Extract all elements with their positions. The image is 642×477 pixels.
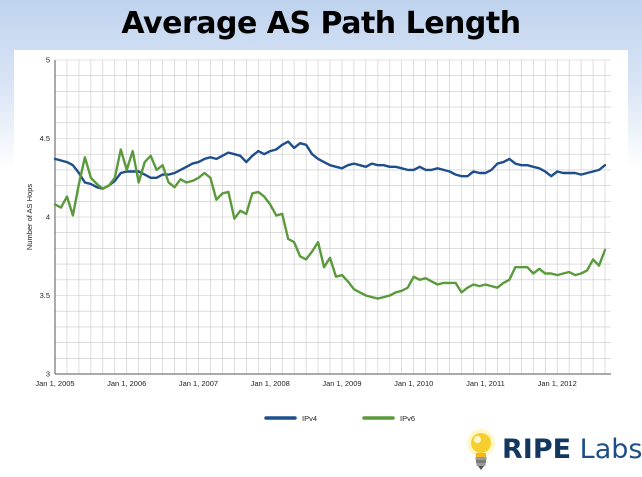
x-tick-label: Jan 1, 2007	[179, 379, 218, 388]
legend-label-ipv6: IPv6	[400, 414, 415, 423]
slide-title: Average AS Path Length	[121, 6, 521, 41]
lightbulb-icon	[467, 429, 495, 470]
x-tick-label: Jan 1, 2006	[107, 379, 146, 388]
series-lines	[53, 140, 607, 300]
x-tick-label: Jan 1, 2012	[538, 379, 577, 388]
x-tick-label: Jan 1, 2010	[394, 379, 433, 388]
grid-lines	[54, 59, 611, 375]
tick-labels: 3 3.5 4 4.5 5 Jan 1, 2005 Jan 1, 2006 Jan 1, 20…	[25, 56, 577, 389]
y-tick-label: 3	[46, 370, 50, 379]
legend: IPv4 IPv6	[264, 414, 415, 423]
y-tick-label: 4.5	[40, 134, 50, 143]
x-tick-label: Jan 1, 2008	[251, 379, 290, 388]
chart-panel: 3 3.5 4 4.5 5 Jan 1, 2005 Jan 1, 2006 Jan 1, 20…	[14, 50, 628, 438]
x-tick-label: Jan 1, 2011	[466, 379, 505, 388]
legend-label-ipv4: IPv4	[302, 414, 317, 423]
logo-brand-strong: RIPE	[502, 434, 572, 465]
series-line-ipv4	[53, 140, 607, 190]
logo-wordmark: RIPE Labs	[502, 434, 642, 466]
y-tick-label: 4	[46, 213, 50, 222]
y-axis-label: Number of AS Hops	[25, 184, 34, 251]
axes	[54, 60, 611, 375]
y-tick-label: 5	[46, 56, 50, 65]
ripe-labs-logo: RIPE Labs	[466, 428, 642, 474]
x-tick-label: Jan 1, 2005	[35, 379, 74, 388]
logo-brand-light: Labs	[571, 434, 642, 465]
y-tick-label: 3.5	[40, 291, 50, 300]
series-line-ipv6	[53, 148, 607, 300]
line-chart: 3 3.5 4 4.5 5 Jan 1, 2005 Jan 1, 2006 Jan 1, 20…	[25, 56, 611, 423]
x-tick-label: Jan 1, 2009	[322, 379, 361, 388]
